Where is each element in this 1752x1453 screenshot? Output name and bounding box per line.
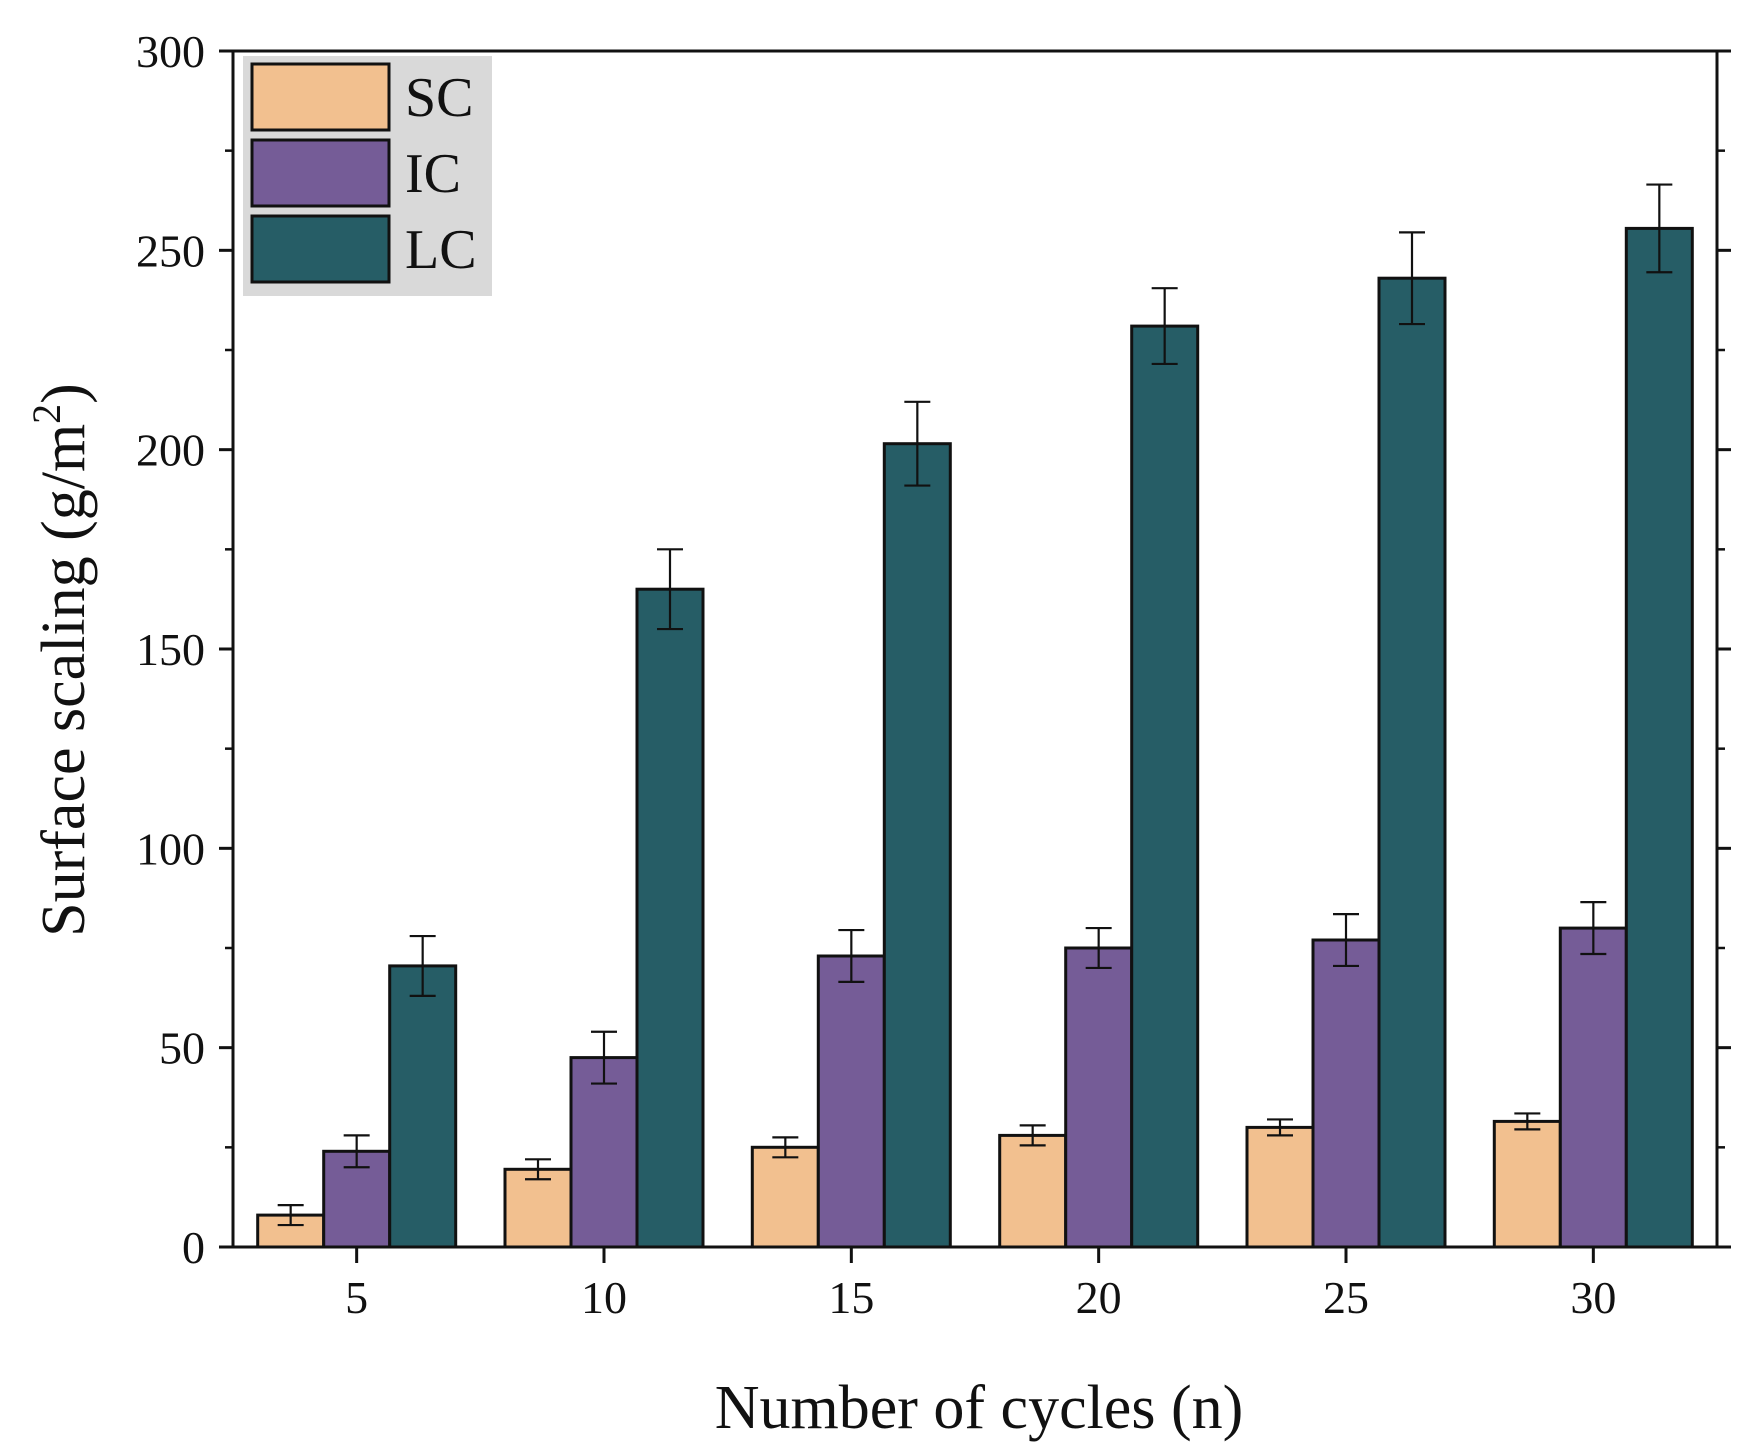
- bar-lc-25: [1377, 276, 1447, 1249]
- bar-sc-15: [750, 1145, 820, 1249]
- bar-ic-25: [1311, 938, 1381, 1249]
- legend-label-ic: IC: [405, 143, 461, 205]
- bar-ic-20: [1064, 946, 1134, 1249]
- x-axis-title: Number of cycles (n): [715, 1374, 1244, 1442]
- x-tick-label-30: 30: [1570, 1272, 1616, 1323]
- x-tick-label-15: 15: [828, 1272, 874, 1323]
- bar-lc-30: [1624, 226, 1694, 1249]
- legend-label-sc: SC: [405, 67, 474, 129]
- y-tick-label-50: 50: [159, 1023, 205, 1074]
- x-tick-label-25: 25: [1323, 1272, 1369, 1323]
- y-tick-label-100: 100: [136, 823, 205, 874]
- x-tick-label-10: 10: [581, 1272, 627, 1323]
- y-tick-label-0: 0: [182, 1222, 205, 1273]
- y-tick-label-200: 200: [136, 425, 205, 476]
- bar-sc-20: [998, 1133, 1068, 1249]
- y-tick-label-250: 250: [136, 225, 205, 276]
- bar-ic-30: [1558, 926, 1628, 1249]
- bar-lc-5: [388, 964, 458, 1249]
- legend: SC IC LC: [243, 56, 492, 296]
- bar-sc-25: [1245, 1125, 1315, 1249]
- y-tick-label-300: 300: [136, 26, 205, 77]
- bar-ic-10: [569, 1056, 639, 1249]
- legend-swatch-ic: [250, 138, 391, 208]
- x-tick-label-5: 5: [345, 1272, 368, 1323]
- legend-swatch-lc: [250, 214, 391, 284]
- axes: 0 50 100 150 200 250 300 5 10 15 20 25 30: [136, 26, 1731, 1323]
- bar-sc-10: [503, 1167, 573, 1249]
- y-tick-label-150: 150: [136, 624, 205, 675]
- bar-lc-15: [882, 442, 952, 1249]
- y-axis-title-main: Surface scaling (g/m: [30, 424, 98, 937]
- x-tick-label-20: 20: [1076, 1272, 1122, 1323]
- bar-sc-30: [1492, 1119, 1562, 1249]
- y-axis-title-close: ): [30, 383, 98, 404]
- plot-area: [256, 183, 1694, 1249]
- bar-ic-15: [816, 954, 886, 1249]
- legend-swatch-sc: [250, 62, 391, 132]
- bar-lc-10: [635, 587, 705, 1249]
- y-axis-title: Surface scaling (g/m2): [24, 383, 98, 937]
- legend-label-lc: LC: [405, 219, 477, 281]
- bar-lc-20: [1130, 324, 1200, 1249]
- y-axis-title-superscript: 2: [24, 404, 69, 424]
